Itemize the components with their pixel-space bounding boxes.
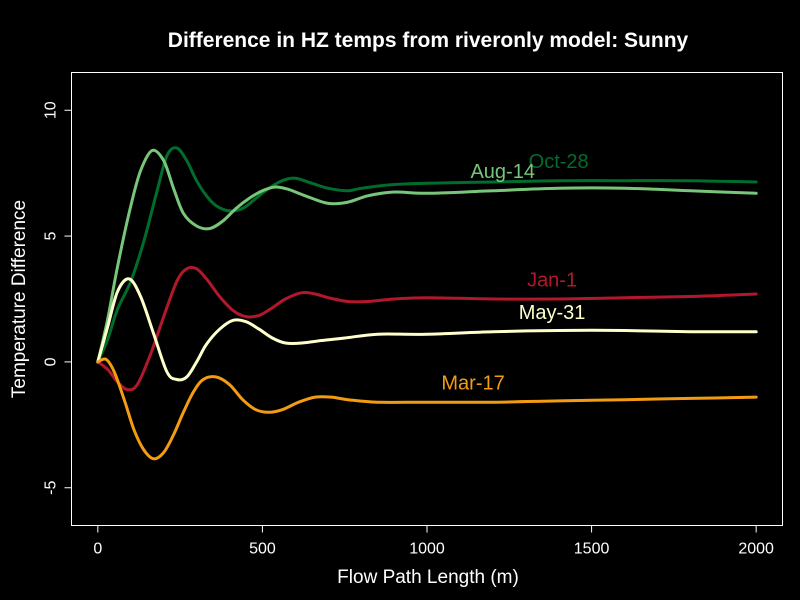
- x-tick-label: 2000: [738, 541, 774, 558]
- y-tick-label: 5: [43, 232, 60, 241]
- series-label-oct-28: Oct-28: [529, 151, 589, 173]
- x-tick-label: 0: [93, 541, 102, 558]
- series-label-may-31: May-31: [519, 302, 586, 324]
- series-line-aug-14: [96, 148, 758, 364]
- x-axis: 0 500 1000 1500 2000: [93, 525, 774, 558]
- x-axis-label: Flow Path Length (m): [337, 567, 519, 588]
- series-line-oct-28: [96, 146, 758, 364]
- series-label-mar-17: Mar-17: [441, 373, 504, 395]
- y-tick-label: 10: [43, 101, 60, 119]
- series-lines: [96, 146, 758, 461]
- y-tick-label: -5: [43, 481, 60, 495]
- chart-title: Difference in HZ temps from riveronly mo…: [168, 29, 689, 52]
- y-axis-label: Temperature Difference: [9, 200, 30, 398]
- x-tick-label: 500: [249, 541, 276, 558]
- x-tick-label: 1000: [409, 541, 445, 558]
- series-label-aug-14: Aug-14: [470, 161, 535, 183]
- x-tick-label: 1500: [574, 541, 610, 558]
- series-line-mar-17: [96, 357, 758, 461]
- y-tick-label: 0: [43, 357, 60, 366]
- series-label-jan-1: Jan-1: [527, 269, 577, 291]
- series-line-may-31: [96, 277, 758, 382]
- series-line-jan-1: [96, 265, 758, 392]
- y-axis: -5 0 5 10: [43, 101, 72, 495]
